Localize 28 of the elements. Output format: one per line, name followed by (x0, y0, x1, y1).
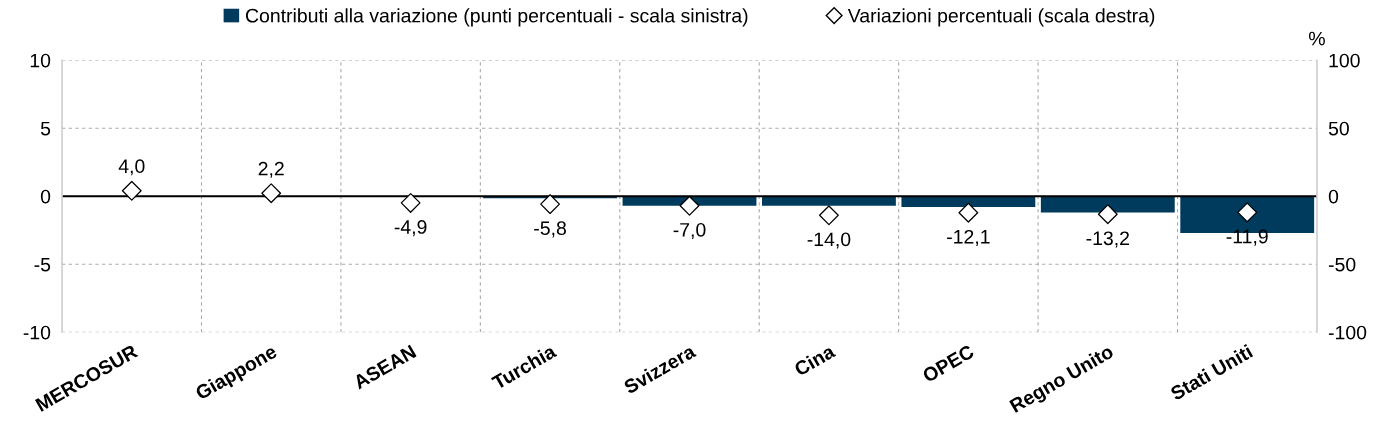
y2-tick-label: 50 (1328, 121, 1349, 136)
data-label: 2,2 (258, 161, 284, 178)
point (1237, 202, 1258, 223)
point (1097, 204, 1118, 225)
data-label: -11,9 (1226, 229, 1268, 246)
legend-label: Contributi alla variazione (punti percentuali - scala sinistra) (245, 8, 748, 27)
data-label: -4,9 (394, 220, 427, 237)
y2-axis-title: % (1308, 31, 1325, 46)
x-tick-label: Cina (793, 343, 837, 377)
point (261, 183, 282, 204)
data-label: -13,2 (1086, 231, 1129, 248)
y-tick-label: 5 (40, 121, 51, 136)
data-label: 4,0 (118, 159, 145, 176)
x-tick-label: Stati Uniti (1169, 344, 1254, 401)
point (679, 195, 700, 216)
y2-tick-label: 0 (1328, 189, 1339, 204)
y-tick-label: 0 (40, 189, 51, 204)
y2-tick-label: -100 (1328, 325, 1367, 340)
y2-tick-label: 100 (1329, 53, 1360, 68)
data-label: -12,1 (947, 229, 990, 246)
y-tick-label: 10 (30, 53, 51, 68)
data-label: -7,0 (673, 222, 706, 240)
data-label: -14,0 (807, 232, 851, 249)
data-label: -5,8 (534, 221, 566, 238)
y2-tick-label: -50 (1328, 257, 1356, 272)
legend-label: Variazioni percentuali (scala destra) (847, 8, 1155, 27)
y-tick-label: -10 (23, 325, 51, 340)
y-tick-label: -5 (34, 257, 51, 272)
